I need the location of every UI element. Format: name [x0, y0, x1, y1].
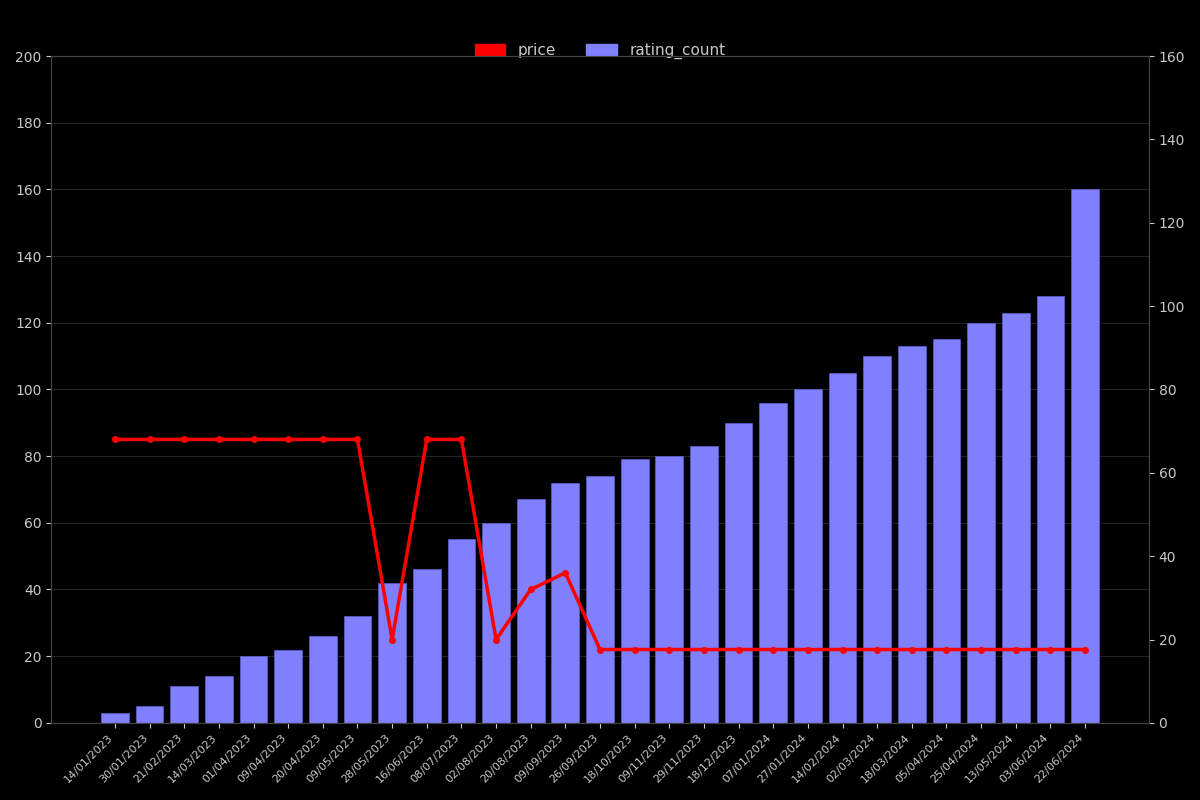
Bar — [552, 482, 580, 723]
Bar — [863, 356, 892, 723]
Bar — [1072, 190, 1099, 723]
Bar — [275, 650, 302, 723]
Bar — [101, 713, 128, 723]
Bar — [205, 676, 233, 723]
Legend: price, rating_count: price, rating_count — [468, 37, 732, 66]
Bar — [136, 706, 163, 723]
Bar — [1002, 313, 1030, 723]
Bar — [967, 322, 995, 723]
Bar — [932, 339, 960, 723]
Bar — [620, 459, 648, 723]
Bar — [690, 446, 718, 723]
Bar — [655, 456, 683, 723]
Bar — [343, 616, 371, 723]
Bar — [829, 373, 857, 723]
Bar — [413, 570, 440, 723]
Bar — [898, 346, 925, 723]
Bar — [586, 476, 614, 723]
Bar — [725, 422, 752, 723]
Bar — [1037, 296, 1064, 723]
Bar — [760, 402, 787, 723]
Bar — [170, 686, 198, 723]
Bar — [378, 583, 406, 723]
Bar — [517, 499, 545, 723]
Bar — [794, 390, 822, 723]
Bar — [448, 539, 475, 723]
Bar — [240, 656, 268, 723]
Bar — [308, 636, 337, 723]
Bar — [482, 523, 510, 723]
